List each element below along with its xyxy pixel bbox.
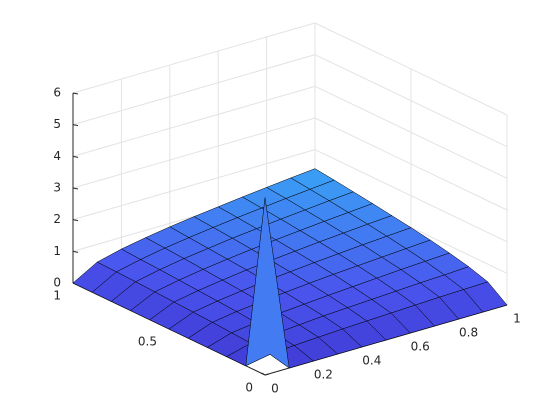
grid-line xyxy=(72,117,316,189)
x-tick-label: 0.2 xyxy=(314,368,333,382)
z-tick xyxy=(72,187,79,190)
z-tick-label: 1 xyxy=(53,244,61,258)
z-tick-label: 4 xyxy=(53,149,61,163)
x-tick-label: 0.4 xyxy=(362,354,381,368)
z-tick xyxy=(72,155,79,158)
z-tick-label: 5 xyxy=(53,117,61,131)
z-tick-label: 6 xyxy=(53,86,61,100)
x-tick-label: 0.6 xyxy=(411,340,430,354)
grid-line xyxy=(72,85,316,157)
y-tick-label: 0.5 xyxy=(138,335,157,349)
z-tick-label: 3 xyxy=(53,181,61,195)
grid-line xyxy=(72,22,316,94)
surface-face xyxy=(245,197,290,369)
z-tick-label: 0 xyxy=(53,276,61,290)
grid-line xyxy=(72,149,316,221)
x-tick-label: 0 xyxy=(271,382,279,396)
y-tick-label: 0 xyxy=(245,381,253,395)
grid-line xyxy=(72,54,316,126)
z-tick xyxy=(72,92,79,95)
z-tick xyxy=(72,250,79,253)
x-tick-label: 0.8 xyxy=(459,326,478,340)
x-tick-label: 1 xyxy=(513,312,521,326)
y-tick xyxy=(264,373,270,376)
z-tick xyxy=(72,219,79,222)
x-tick xyxy=(261,372,266,376)
z-tick-label: 2 xyxy=(53,212,61,226)
z-tick xyxy=(72,124,79,127)
y-tick-label: 1 xyxy=(53,289,61,303)
